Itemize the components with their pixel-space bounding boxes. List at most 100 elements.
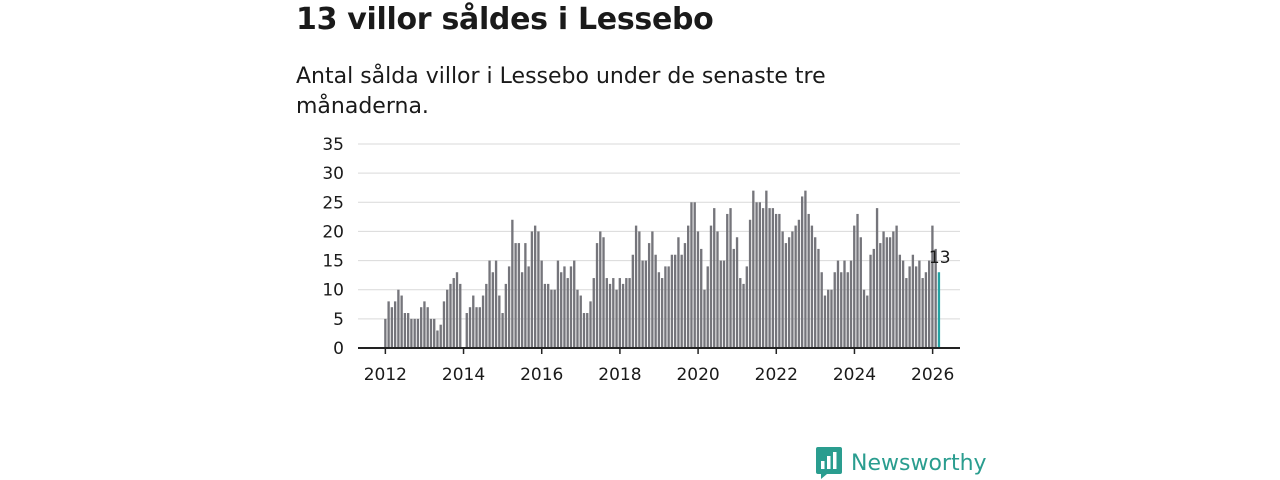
bar [576,289,579,348]
bar [787,237,791,348]
bar [836,260,840,348]
bar [888,237,892,348]
bar [752,190,755,348]
x-tick-label: 2026 [911,365,954,385]
bar [397,289,400,348]
x-axis [358,347,960,354]
bar [911,254,915,348]
newsworthy-logo[interactable]: Newsworthy [815,446,987,480]
bar [901,260,905,348]
bar [654,254,657,348]
bar [468,307,472,348]
bar [771,208,775,348]
y-tick-label: 15 [322,252,344,272]
bar [442,301,446,348]
bar [455,272,459,348]
bar [768,208,771,348]
y-tick-label: 10 [322,281,344,301]
bar [573,260,576,348]
bar [638,231,641,348]
x-axis-labels: 2012 2014 2016 2018 2020 2022 2024 2026 [364,365,955,385]
bar [823,295,827,348]
bar [608,283,612,348]
bar [631,254,635,348]
bar [599,231,602,348]
bar [446,289,449,348]
bar [830,289,833,348]
bar [543,283,547,348]
bar [413,318,416,348]
bar [472,295,475,348]
bar [716,231,719,348]
bar [683,243,687,348]
annotations: 13 [929,248,951,268]
bar [735,237,739,348]
bar [934,248,937,348]
bar [729,208,732,348]
bar [612,278,615,348]
bar [436,330,439,348]
bar [862,289,866,348]
bar [905,278,908,348]
bar [670,254,674,348]
bar [449,283,452,348]
bar [537,231,540,348]
bar [625,278,628,348]
bar [784,243,788,348]
y-tick-label: 0 [333,339,344,359]
bar [459,283,462,348]
bar [719,260,722,348]
bar [563,266,566,348]
logo-text: Newsworthy [851,450,987,476]
bar [507,266,511,348]
bar [628,278,631,348]
bar [814,237,817,348]
bar [393,301,397,348]
chart-title: 13 villor såldes i Lessebo [296,2,714,37]
bar [520,272,524,348]
bar [406,313,410,348]
bar [530,231,534,348]
bar [810,225,814,348]
x-tick-label: 2020 [676,365,719,385]
bar [748,219,752,348]
bar [618,278,621,348]
bar [879,243,882,348]
bar [403,313,407,348]
bar [527,266,530,348]
bar [892,231,895,348]
bar [452,278,455,348]
bar [641,260,644,348]
bar [804,190,807,348]
bar [553,289,556,348]
bar [416,318,420,348]
last-value-label: 13 [929,248,951,268]
bar [774,213,778,348]
bar [687,225,690,348]
bar [882,231,885,348]
y-tick-label: 20 [322,222,344,242]
bar [664,266,667,348]
bar [647,243,651,348]
bar [761,208,765,348]
bar [726,213,729,348]
bar [849,260,853,348]
bar [677,237,680,348]
bar [713,208,716,348]
bar [794,225,797,348]
bar [898,254,902,348]
bar [755,202,758,348]
bar-highlight [937,272,941,348]
y-tick-label: 30 [322,164,344,184]
bar [582,313,586,348]
bar [856,213,859,348]
bar [703,289,706,348]
newsworthy-logo-icon [816,447,842,479]
bars [384,190,941,348]
bar [524,243,527,348]
bar [872,248,875,348]
bar [866,295,869,348]
bar [491,272,494,348]
y-axis-labels: 0 5 10 15 20 25 30 35 [322,135,344,359]
bar [589,301,592,348]
